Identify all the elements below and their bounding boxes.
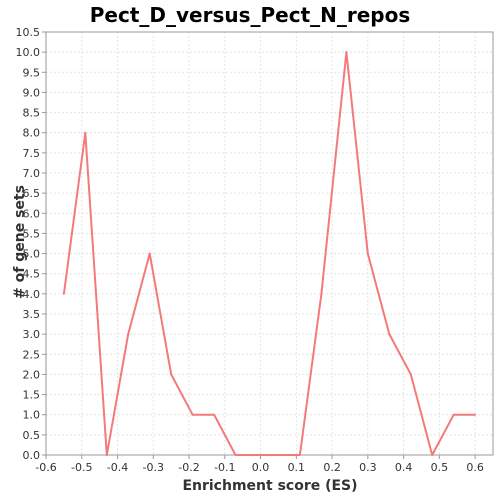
x-tick-label: 0.1 (288, 461, 306, 474)
y-tick-label: 1.0 (23, 409, 41, 422)
x-axis-label: Enrichment score (ES) (182, 478, 357, 494)
y-tick-label: 6.0 (23, 207, 41, 220)
data-point (388, 333, 391, 336)
y-tick-label: 2.5 (23, 348, 41, 361)
y-tick-label: 8.0 (23, 127, 41, 140)
x-tick-label: 0.6 (466, 461, 484, 474)
series-line (62, 51, 476, 456)
data-point (191, 413, 194, 416)
x-tick-label: 0.5 (431, 461, 449, 474)
y-tick-label: 3.5 (23, 308, 41, 321)
data-point (84, 131, 87, 134)
data-point (255, 454, 258, 456)
y-tick-label: 5.5 (23, 227, 41, 240)
y-axis-ticks: 0.0 0.5 1.0 1.5 2.0 2.5 3.0 3.5 4.0 4.5 5.0 5.5 6.0 6… (16, 26, 46, 462)
data-point (431, 454, 434, 456)
y-tick-label: 3.0 (23, 328, 41, 341)
x-tick-label: 0.2 (323, 461, 341, 474)
grid-layer (45, 31, 493, 456)
x-tick-label: 0.4 (395, 461, 413, 474)
data-point (170, 373, 173, 376)
y-tick-label: 0.5 (23, 429, 41, 442)
y-tick-label: 10.0 (16, 46, 41, 59)
data-point (213, 413, 216, 416)
y-tick-label: 8.5 (23, 107, 41, 120)
data-point (345, 51, 348, 54)
x-tick-label: -0.1 (214, 461, 235, 474)
data-point (62, 292, 65, 295)
y-tick-label: 1.5 (23, 389, 41, 402)
data-point (277, 454, 280, 456)
data-point (105, 454, 108, 456)
x-tick-label: 0.3 (359, 461, 377, 474)
plot-border (45, 31, 494, 456)
x-tick-label: -0.5 (71, 461, 92, 474)
data-point (234, 454, 237, 456)
y-tick-label: 5.0 (23, 248, 41, 261)
data-point (298, 454, 301, 456)
y-tick-label: 9.0 (23, 86, 41, 99)
y-tick-label: 4.0 (23, 288, 41, 301)
y-tick-label: 2.0 (23, 368, 41, 381)
data-point (127, 333, 130, 336)
data-point (148, 252, 151, 255)
data-point (320, 292, 323, 295)
series-layer (62, 51, 477, 456)
chart-title: Pect_D_versus_Pect_N_repos (90, 3, 411, 27)
x-axis-ticks: -0.6 -0.5 -0.4 -0.3 -0.2 -0.1 0.0 0.1 0.2 0.3 0.4 0… (35, 455, 484, 474)
data-point (452, 413, 455, 416)
y-tick-label: 7.0 (23, 167, 41, 180)
y-tick-label: 10.5 (16, 26, 41, 39)
x-tick-label: -0.6 (35, 461, 56, 474)
data-point (474, 413, 477, 416)
y-tick-label: 9.5 (23, 66, 41, 79)
y-axis-label: # of gene sets (12, 185, 28, 299)
x-tick-label: 0.0 (252, 461, 270, 474)
x-tick-label: -0.4 (107, 461, 128, 474)
y-tick-label: 4.5 (23, 268, 41, 281)
data-point (409, 373, 412, 376)
y-tick-label: 7.5 (23, 147, 41, 160)
y-tick-label: 6.5 (23, 187, 41, 200)
data-point (366, 252, 369, 255)
x-tick-label: -0.3 (143, 461, 164, 474)
y-tick-label: 0.0 (23, 449, 41, 462)
x-tick-label: -0.2 (178, 461, 199, 474)
